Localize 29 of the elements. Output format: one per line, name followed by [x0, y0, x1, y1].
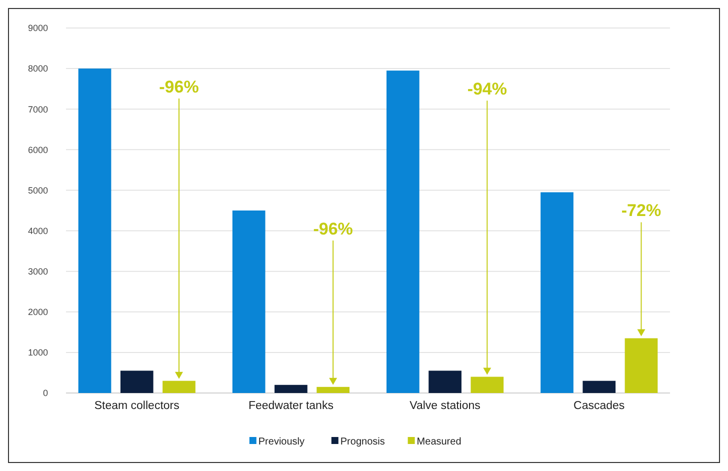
y-tick-label: 1000 — [28, 348, 48, 358]
annotation: -94% — [467, 80, 507, 99]
bar — [120, 370, 154, 393]
bar — [232, 210, 266, 393]
y-tick-label: 0 — [42, 388, 48, 398]
annotation: -96% — [159, 78, 199, 97]
y-tick-label: 3000 — [28, 266, 48, 276]
bar — [78, 68, 112, 393]
x-tick-label: Valve stations — [410, 400, 481, 412]
annotation: -72% — [621, 201, 662, 220]
bar — [428, 370, 462, 393]
bar — [582, 380, 616, 393]
y-tick-label: 7000 — [28, 104, 48, 114]
annotation: -96% — [313, 219, 353, 238]
y-tick-label: 8000 — [28, 64, 48, 74]
x-tick-label: Steam collectors — [94, 400, 180, 412]
bar — [386, 70, 420, 393]
bar — [274, 384, 308, 393]
legend-label: Measured — [416, 436, 462, 448]
y-tick-label: 5000 — [28, 185, 48, 196]
y-tick-label: 9000 — [28, 23, 48, 34]
y-tick-label: 4000 — [28, 226, 48, 236]
y-tick-label: 6000 — [28, 144, 48, 155]
legend-label: Previously — [258, 436, 305, 448]
bar — [540, 192, 574, 393]
x-tick-label: Feedwater tanks — [248, 400, 334, 412]
y-tick-label: 2000 — [28, 307, 48, 318]
legend-label: Prognosis — [340, 436, 385, 448]
x-tick-label: Cascades — [574, 400, 625, 412]
